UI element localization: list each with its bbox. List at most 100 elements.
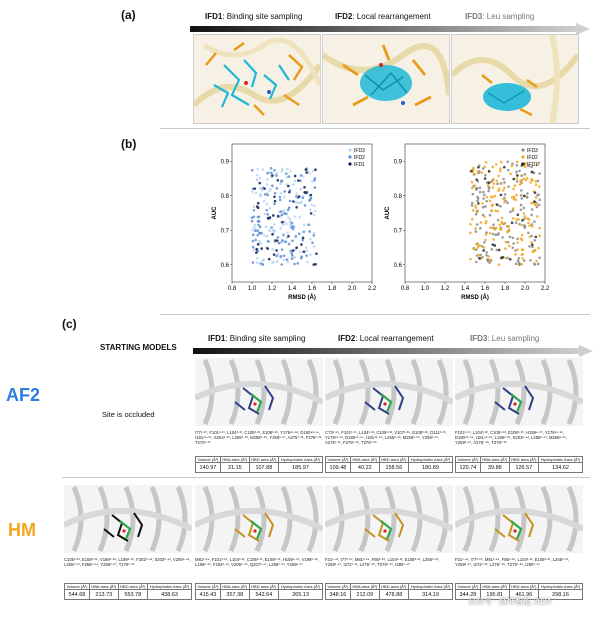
data-point-ifd2 <box>470 180 474 184</box>
data-point-ifd2 <box>537 246 540 250</box>
data-point-ifd1 <box>516 213 520 217</box>
metrics-table-hm-ifd3: Volume (Å³) HBA area (Å²) HBD area (Å²) Hyd… <box>455 583 584 600</box>
data-point-ifd2 <box>491 165 494 169</box>
data-point-ifd1 <box>534 235 538 239</box>
data-point-ifd3 <box>276 260 279 263</box>
data-point-ifd2 <box>473 184 477 187</box>
data-point-ifd3 <box>484 173 487 177</box>
data-point-ifd2 <box>280 213 284 217</box>
data-point-ifd2 <box>311 241 314 244</box>
data-point-ifd1 <box>292 200 295 203</box>
data-point-ifd2 <box>492 177 495 181</box>
data-point-ifd1 <box>508 257 512 261</box>
data-point-ifd2 <box>259 262 262 265</box>
legend-label-ifd2: IFD2 <box>527 155 538 161</box>
data-point-ifd3 <box>308 208 312 212</box>
data-point-ifd3 <box>479 253 482 257</box>
data-point-ifd3 <box>293 215 297 218</box>
data-point-ifd2 <box>276 236 280 239</box>
data-point-ifd1 <box>521 219 524 222</box>
data-point-ifd3 <box>511 236 515 240</box>
data-point-ifd3 <box>302 223 306 227</box>
data-point-ifd1 <box>483 177 487 180</box>
data-point-ifd2 <box>483 215 486 218</box>
legend-marker-ifd3 <box>521 148 525 152</box>
data-point-ifd1 <box>293 174 297 178</box>
metric-header: HBD area (Å²) <box>117 583 148 590</box>
data-point-ifd2 <box>471 209 475 212</box>
residue-list-hm-ifd1: M81²·⁶⁴, F101³·²⁹, L104³·³², C105³·³³, E… <box>195 557 319 567</box>
data-point-ifd2 <box>484 219 488 223</box>
y-tick-label: 0.9 <box>394 159 403 165</box>
data-point-ifd2 <box>266 213 270 216</box>
data-point-ifd1 <box>482 249 485 252</box>
data-point-ifd3 <box>281 167 284 171</box>
data-point-ifd3 <box>268 189 271 192</box>
data-point-ifd3 <box>488 213 492 217</box>
data-point-ifd1 <box>256 242 260 246</box>
data-point-ifd2 <box>256 220 260 223</box>
stage-arrow-c <box>193 345 593 357</box>
data-point-ifd2 <box>516 241 519 244</box>
residue-list-af2-ifd3: F101³·²⁹, L104³·³², C105³·³³, E108³·³⁶, … <box>455 430 568 445</box>
data-point-ifd3 <box>522 259 526 262</box>
data-point-ifd3 <box>251 190 254 193</box>
scatter-chart-ifd-orange: 0.8 1.0 1.2 1.4 1.6 1.8 2.0 2.2 0.6 0.7 0.8 0.9 RMSD… <box>385 143 550 301</box>
data-point-ifd3 <box>509 210 512 214</box>
data-point-ifd2 <box>497 263 501 266</box>
data-point-ifd2 <box>504 247 507 251</box>
metric-header: Volume (Å³) <box>325 456 351 463</box>
data-point-ifd2 <box>485 195 489 199</box>
data-point-ifd1 <box>288 190 291 194</box>
x-axis-label: RMSD (Å) <box>461 294 489 301</box>
stage-c-ifd1-header: IFD1: Binding site sampling <box>208 334 306 343</box>
residue-list-af2-ifd1: I77²·⁶⁰, F101³·²⁹, L104³·³², C105³·³³, E… <box>195 430 323 445</box>
data-point-ifd2 <box>515 218 518 221</box>
data-point-ifd3 <box>507 185 510 188</box>
metric-value: 109.48 <box>325 462 351 473</box>
metric-value: 31.15 <box>219 462 250 473</box>
data-point-ifd2 <box>490 209 493 212</box>
data-point-ifd2 <box>534 196 538 199</box>
data-point-ifd3 <box>485 199 488 203</box>
metric-value: 461.96 <box>508 589 539 600</box>
data-point-ifd2 <box>520 174 524 177</box>
data-point-ifd3 <box>271 228 275 232</box>
data-point-ifd3 <box>476 195 479 199</box>
data-point-ifd2 <box>489 226 492 229</box>
data-point-ifd2 <box>528 224 531 227</box>
data-point-ifd2 <box>479 221 483 224</box>
x-tick-label: 1.8 <box>501 286 510 292</box>
data-point-ifd3 <box>482 197 485 200</box>
data-point-ifd2 <box>520 253 524 256</box>
data-point-ifd3 <box>252 225 256 229</box>
data-point-ifd2 <box>476 210 480 213</box>
data-point-ifd3 <box>298 215 301 219</box>
data-point-ifd3 <box>291 183 295 186</box>
x-tick-label: 1.2 <box>268 286 277 292</box>
ifd3-leu-sampling-image <box>451 34 579 124</box>
data-point-ifd3 <box>490 248 494 251</box>
data-point-ifd3 <box>312 232 316 235</box>
data-point-ifd1 <box>314 262 317 266</box>
data-point-ifd3 <box>514 249 517 252</box>
data-point-ifd1 <box>495 203 499 206</box>
data-point-ifd2 <box>291 225 295 228</box>
data-point-ifd2 <box>476 246 480 249</box>
data-point-ifd3 <box>517 257 521 260</box>
data-point-ifd2 <box>522 177 526 181</box>
data-point-ifd1 <box>497 248 501 252</box>
stage-c-ifd3-header: IFD3: Leu sampling <box>470 334 540 343</box>
data-point-ifd2 <box>500 216 504 220</box>
data-point-ifd2 <box>302 230 306 234</box>
data-point-ifd2 <box>280 179 284 183</box>
data-point-ifd3 <box>533 220 536 223</box>
data-point-ifd3 <box>271 248 275 251</box>
data-point-ifd3 <box>259 194 262 198</box>
residue-list-hm-ifd2: F31¹·⁴³, I77²·⁶⁰, M81²·⁶⁴, F85²·⁶⁸, L104… <box>325 557 440 567</box>
data-point-ifd3 <box>496 233 500 237</box>
model-card-af2-ifd3: F101³·²⁹, L104³·³², C105³·³³, E108³·³⁶, … <box>455 358 584 473</box>
data-point-ifd3 <box>518 169 521 173</box>
data-point-ifd2 <box>504 256 508 260</box>
data-point-ifd3 <box>529 258 532 262</box>
